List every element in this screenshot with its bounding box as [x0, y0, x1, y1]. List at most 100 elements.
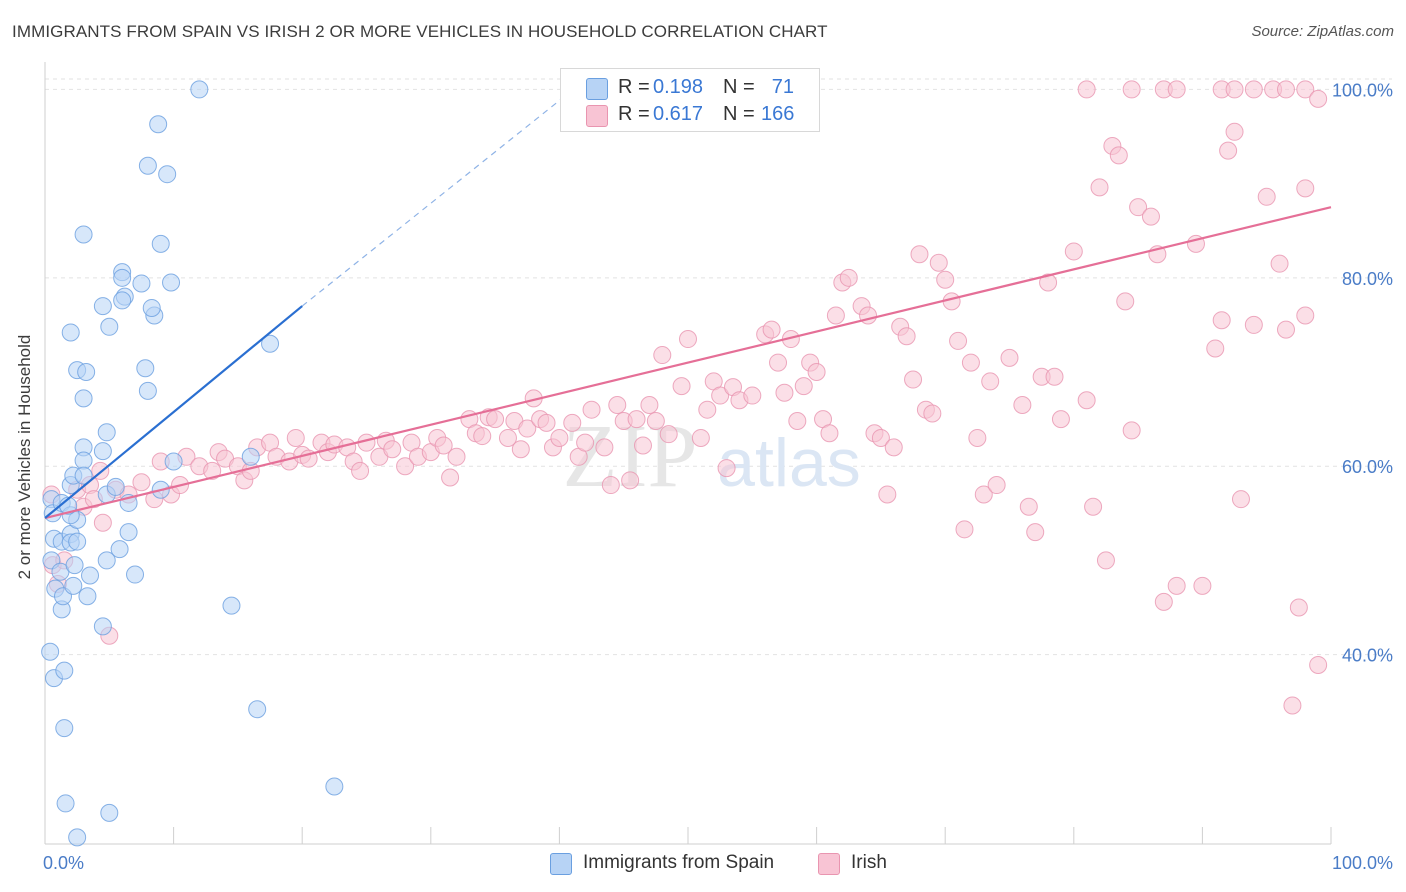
data-point: [633, 436, 652, 455]
data-point: [126, 565, 145, 584]
data-point: [286, 428, 305, 447]
tick-labels: 40.0% 60.0% 80.0% 100.0% 0.0% 100.0%: [43, 80, 1393, 873]
data-point: [97, 551, 116, 570]
legend-n-value: 166: [761, 103, 795, 125]
data-point: [93, 513, 112, 532]
legend-swatch-spain: [586, 78, 608, 100]
data-point: [1051, 410, 1070, 429]
data-point: [68, 828, 87, 847]
data-point: [78, 587, 97, 606]
data-point: [595, 438, 614, 457]
data-point: [961, 353, 980, 372]
legend-swatch-irish: [586, 105, 608, 127]
data-point: [1116, 292, 1135, 311]
data-point: [968, 428, 987, 447]
data-point: [518, 419, 537, 438]
trendline-spain: [44, 305, 303, 519]
data-point: [138, 381, 157, 400]
data-point: [1193, 576, 1212, 595]
data-point: [106, 477, 125, 496]
data-point: [1019, 497, 1038, 516]
data-point: [65, 556, 84, 575]
data-point: [138, 156, 157, 175]
data-point: [627, 410, 646, 429]
data-point: [383, 440, 402, 459]
data-point: [1122, 421, 1141, 440]
legend-swatch-irish: [818, 853, 840, 875]
data-point: [775, 383, 794, 402]
data-point: [936, 270, 955, 289]
data-point: [563, 413, 582, 432]
data-point: [923, 404, 942, 423]
legend-r-label: R =: [618, 76, 650, 98]
data-point: [1219, 141, 1238, 160]
data-point: [511, 440, 530, 459]
data-point: [1077, 80, 1096, 99]
y-tick-label: 80.0%: [1342, 269, 1393, 289]
data-point: [81, 566, 100, 585]
data-point: [884, 438, 903, 457]
data-point: [1077, 391, 1096, 410]
data-point: [1206, 339, 1225, 358]
data-point: [904, 370, 923, 389]
data-point: [807, 363, 826, 382]
trendline-irish: [44, 206, 1332, 520]
data-point: [447, 447, 466, 466]
data-point: [1283, 696, 1302, 715]
data-point: [241, 447, 260, 466]
data-point: [653, 346, 672, 365]
data-point: [132, 473, 151, 492]
data-point: [164, 452, 183, 471]
y-tick-label: 40.0%: [1342, 646, 1393, 666]
data-point: [878, 485, 897, 504]
data-point: [41, 642, 60, 661]
data-point: [110, 540, 129, 559]
data-point: [1141, 207, 1160, 226]
data-point: [1309, 655, 1328, 674]
data-point: [1109, 146, 1128, 165]
data-point: [1084, 497, 1103, 516]
data-point: [261, 334, 280, 353]
data-point: [910, 245, 929, 264]
data-point: [149, 115, 168, 134]
data-point: [151, 234, 170, 253]
data-point: [142, 298, 161, 317]
data-point: [136, 359, 155, 378]
data-point: [325, 777, 344, 796]
legend-n-label: N =: [723, 76, 755, 98]
data-point: [601, 476, 620, 495]
data-point: [576, 433, 595, 452]
data-point: [248, 700, 267, 719]
data-point: [1154, 592, 1173, 611]
legend-r-value: 0.617: [653, 103, 704, 125]
data-point: [132, 274, 151, 293]
legend-row-spain: R = 0.198 N = 71: [561, 74, 819, 102]
data-point: [820, 424, 839, 443]
data-point: [974, 485, 993, 504]
data-point: [55, 719, 74, 738]
data-point: [473, 427, 492, 446]
data-point: [1167, 576, 1186, 595]
data-point: [1026, 523, 1045, 542]
data-point: [537, 413, 556, 432]
data-point: [608, 395, 627, 414]
data-point: [794, 377, 813, 396]
data-point: [550, 428, 569, 447]
data-point: [646, 411, 665, 430]
data-point: [1212, 311, 1231, 330]
data-point: [74, 389, 93, 408]
data-point: [955, 520, 974, 539]
data-point: [1296, 179, 1315, 198]
data-point: [1244, 315, 1263, 334]
data-point: [498, 428, 517, 447]
data-point: [1000, 348, 1019, 367]
legend-label-irish: Irish: [851, 852, 887, 873]
data-point: [1122, 80, 1141, 99]
data-point: [769, 353, 788, 372]
data-point: [1231, 490, 1250, 509]
data-point: [1129, 198, 1148, 217]
data-point: [222, 596, 241, 615]
data-point: [640, 395, 659, 414]
data-point: [64, 576, 83, 595]
